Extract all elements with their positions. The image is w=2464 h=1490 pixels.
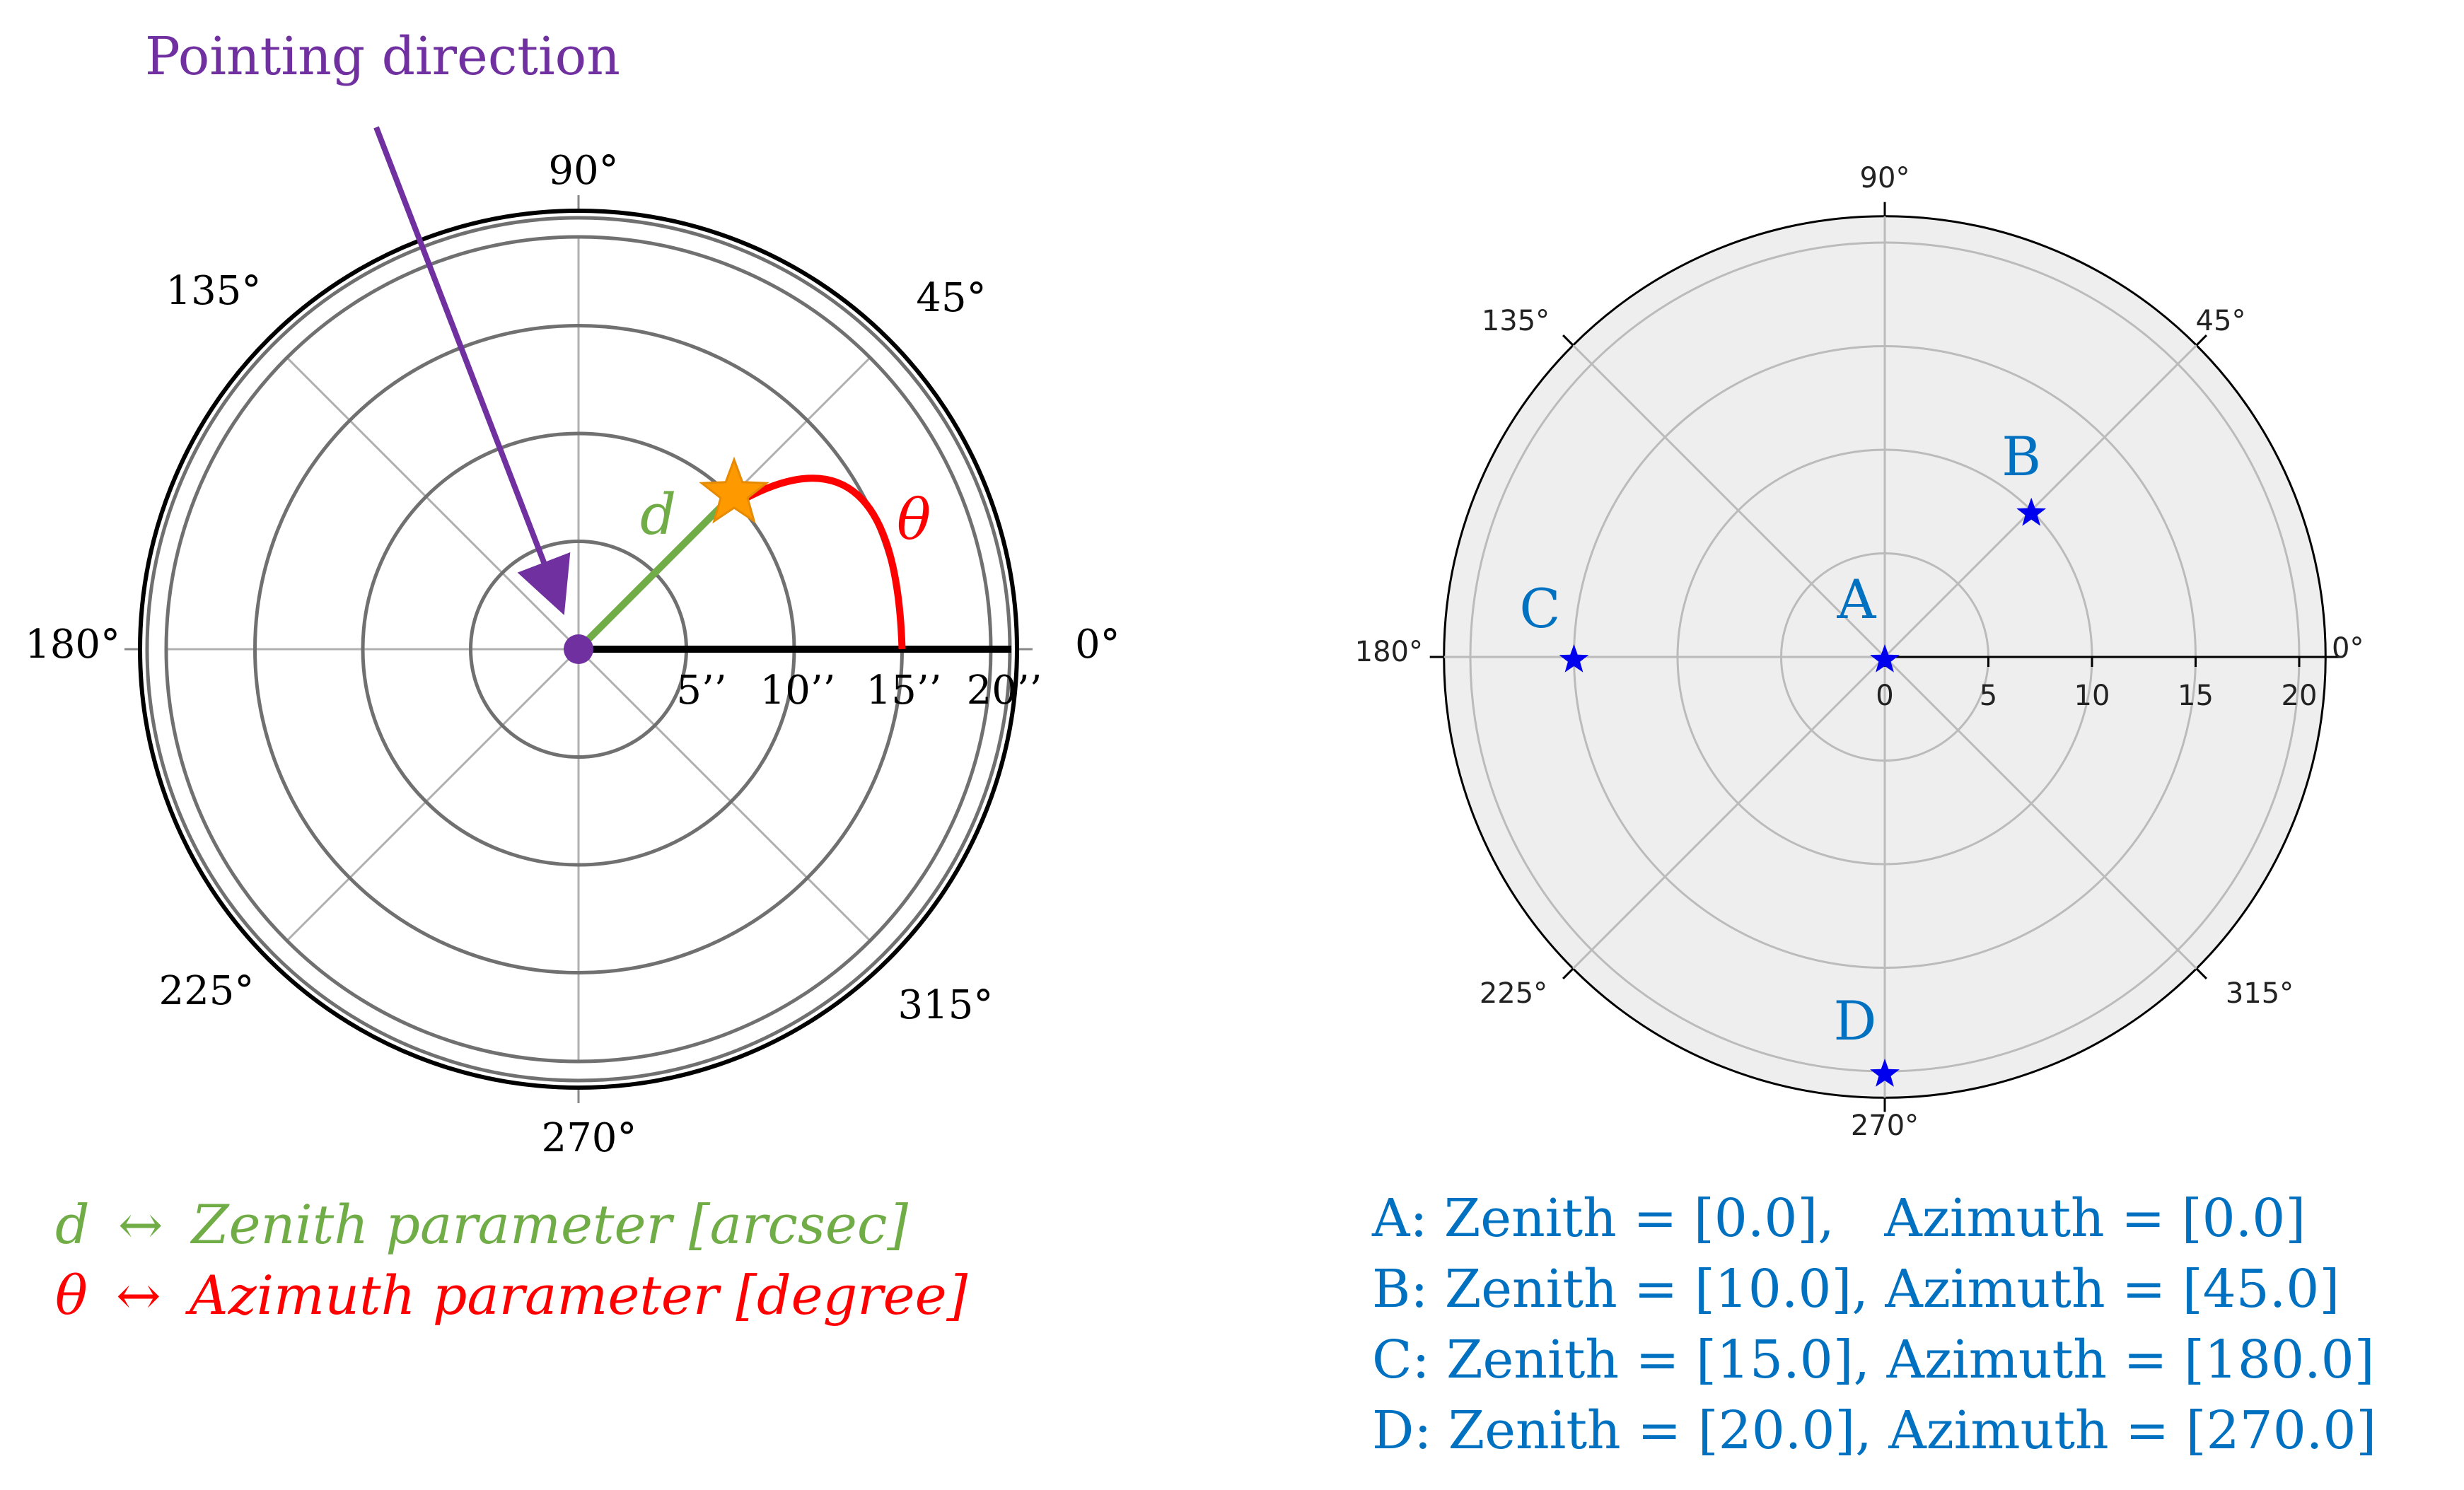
left-angle-label: 90° (548, 148, 618, 194)
left-radius-label: 15’’ (866, 668, 942, 714)
data-point-star-icon (1559, 644, 1589, 673)
legend-zenith-line: d ↔ Zenith parameter [arcsec] (55, 1193, 908, 1256)
data-point-star-icon (2016, 497, 2047, 526)
left-radius-label: 5’’ (676, 668, 726, 714)
left-angle-label: 180° (25, 622, 120, 668)
left-angle-label: 135° (166, 268, 262, 314)
right-radial-tick-label: 5 (1980, 680, 1997, 712)
data-point-label: A (1837, 568, 1877, 631)
zenith-distance-line (576, 491, 737, 652)
data-point-label: C (1519, 577, 1560, 640)
pointing-center-dot (564, 634, 593, 664)
legend-zenith-symbol: d (55, 1193, 90, 1256)
left-angle-label: 225° (159, 968, 255, 1014)
left-angle-label: 270° (542, 1115, 637, 1161)
azimuth-arc (739, 475, 906, 650)
right-radial-tick-label: 10 (2074, 680, 2110, 712)
right-angle-label: 225° (1480, 977, 1547, 1010)
left-radius-labels: 5’’ 10’’ 15’’ 20’’ (676, 668, 1042, 714)
right-radial-tick-label: 20 (2282, 680, 2318, 712)
legend-azimuth-arrow: ↔ (116, 1264, 161, 1327)
right-radial-tick-label: 0 (1876, 680, 1893, 712)
right-angle-label: 0° (2332, 632, 2364, 665)
legend-zenith-text: Zenith parameter [arcsec] (190, 1193, 909, 1256)
pointing-direction-label: Pointing direction (145, 26, 620, 87)
left-angle-label: 315° (898, 982, 994, 1028)
right-radial-tick-label: 15 (2178, 680, 2214, 712)
legend-azimuth-line: θ ↔ Azimuth parameter [degree] (55, 1264, 968, 1327)
points-legend-line: B: Zenith = [10.0], Azimuth = [45.0] (1372, 1259, 2340, 1320)
right-points-legend: A: Zenith = [0.0], Azimuth = [0.0] B: Zen… (1371, 1188, 2376, 1461)
source-star-icon (699, 456, 769, 524)
right-angle-label: 90° (1860, 162, 1910, 194)
right-spoke-line (1883, 656, 2197, 970)
left-angle-label: 0° (1075, 622, 1120, 668)
data-point-star-icon (1870, 644, 1900, 673)
right-angle-label: 315° (2226, 977, 2294, 1010)
left-radius-label: 10’’ (760, 668, 836, 714)
data-point-label: B (2001, 425, 2041, 488)
pointing-direction-arrow (373, 126, 571, 615)
right-angle-tick (2195, 967, 2207, 979)
left-angle-labels: 0° 45° 90° 135° 180° 225° 270° 315° (25, 148, 1120, 1161)
left-radius-label: 20’’ (967, 668, 1042, 714)
azimuth-symbol-label: θ (897, 487, 931, 552)
points-legend-line: A: Zenith = [0.0], Azimuth = [0.0] (1371, 1188, 2306, 1249)
legend-azimuth-text: Azimuth parameter [degree] (185, 1264, 968, 1327)
zenith-symbol-label: d (640, 482, 676, 547)
right-angle-tick (1562, 334, 1574, 347)
right-angle-label: 45° (2196, 305, 2246, 337)
left-polar-diagram: 0° 45° 90° 135° 180° 225° 270° 315° 5’’ 10’’ 15’’… (25, 26, 1120, 1327)
left-spoke-line (286, 356, 580, 651)
right-angle-label: 135° (1482, 305, 1550, 337)
right-angle-labels: 0° 45° 90° 135° 180° 225° 270° 315° (1355, 162, 2364, 1142)
points-legend-line: D: Zenith = [20.0], Azimuth = [270.0] (1372, 1400, 2376, 1461)
right-spoke-line (1883, 344, 2197, 658)
data-point-label: D (1834, 989, 1877, 1052)
legend-azimuth-symbol: θ (55, 1264, 88, 1327)
right-radial-tick-labels: 0 5 10 15 20 (1876, 680, 2317, 712)
right-data-points: A B C D (1519, 425, 2047, 1087)
right-polar-plot: 0° 45° 90° 135° 180° 225° 270° 315° 0 5 10 15 20 A B… (1355, 162, 2377, 1461)
right-angle-tick (1562, 967, 1574, 979)
data-point-star-icon (1870, 1059, 1900, 1087)
right-angle-tick (2195, 334, 2207, 347)
left-frame-circle (138, 209, 1019, 1090)
right-angle-label: 270° (1851, 1110, 1919, 1142)
left-spoke-line (577, 648, 871, 942)
points-legend-line: C: Zenith = [15.0], Azimuth = [180.0] (1372, 1329, 2375, 1390)
right-spoke-line (1572, 344, 1886, 658)
right-angle-label: 180° (1355, 636, 1423, 668)
legend-zenith-arrow: ↔ (118, 1193, 163, 1256)
right-spoke-line (1572, 656, 1886, 970)
left-spoke-line (286, 648, 580, 942)
left-angle-label: 45° (916, 275, 986, 321)
